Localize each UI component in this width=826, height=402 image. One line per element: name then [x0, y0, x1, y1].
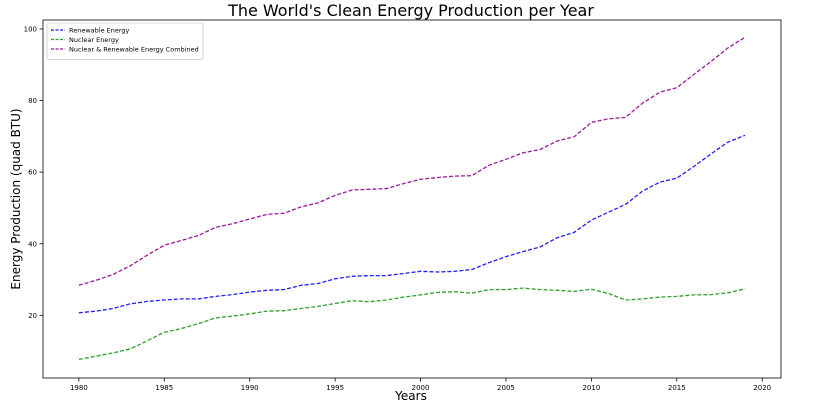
legend-label: Nuclear Energy [69, 36, 119, 44]
x-tick-label: 2005 [497, 384, 515, 392]
y-tick-label: 60 [28, 169, 37, 177]
x-tick-label: 1990 [241, 384, 259, 392]
x-tick-label: 2015 [668, 384, 686, 392]
x-tick-label: 2000 [412, 384, 430, 392]
series-line-2 [78, 287, 746, 361]
y-tick-label: 40 [28, 240, 37, 248]
plot-area [42, 19, 782, 379]
y-tick-label: 80 [28, 97, 37, 105]
y-tick-label: 20 [28, 312, 37, 320]
x-tick-label: 2010 [582, 384, 600, 392]
x-tick-label: 1995 [326, 384, 344, 392]
x-axis: 1980 1985 1990 1995 2000 2005 2010 2015 2020 [70, 378, 771, 392]
legend-label: Renewable Energy [69, 26, 130, 34]
y-axis: 20 40 60 80 100 [24, 25, 43, 320]
x-axis-label: Years [394, 389, 427, 402]
y-tick-label: 100 [24, 25, 37, 33]
x-tick-label: 1985 [155, 384, 173, 392]
chart-title: The World's Clean Energy Production per … [227, 1, 594, 20]
legend-box [46, 22, 204, 60]
series-line-1 [78, 134, 746, 314]
x-tick-label: 1980 [70, 384, 88, 392]
series-line-3 [78, 36, 746, 286]
legend-label: Nuclear & Renewable Energy Combined [69, 45, 199, 53]
x-tick-label: 2020 [753, 384, 771, 392]
series-lines [78, 36, 746, 361]
y-axis-label: Energy Production (quad BTU) [9, 108, 23, 289]
